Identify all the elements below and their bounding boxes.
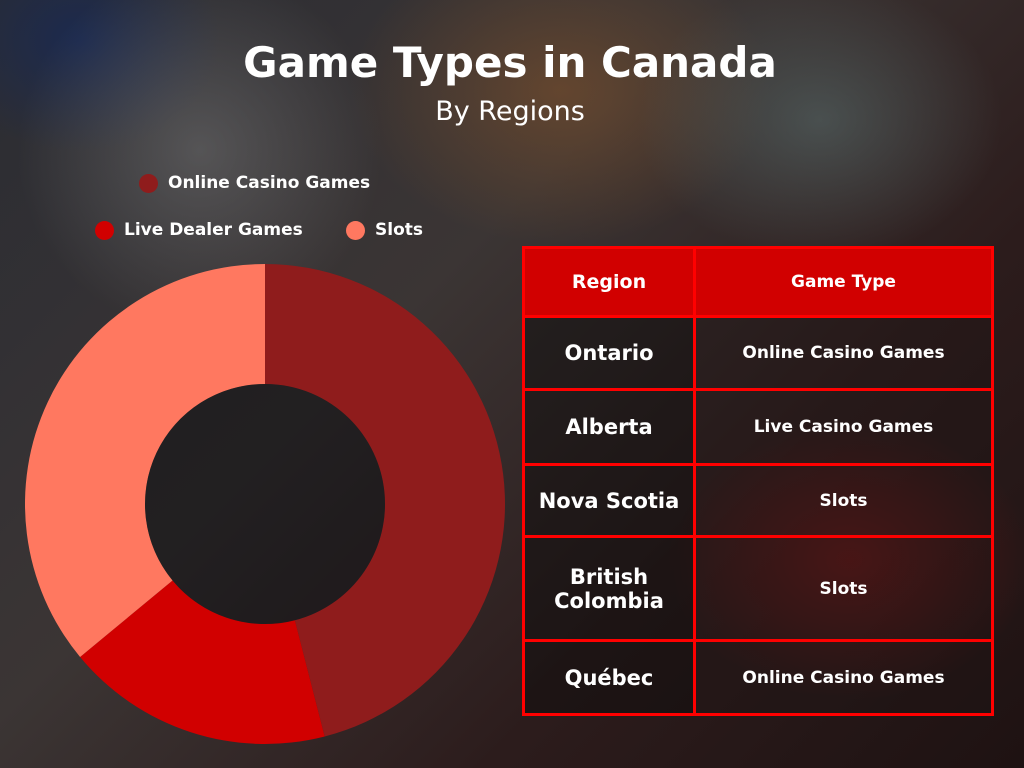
donut-slice-slots bbox=[24, 264, 266, 657]
donut-slice-online-casino-games bbox=[265, 264, 506, 737]
legend-swatch bbox=[95, 220, 114, 240]
table-row: Québec Online Casino Games bbox=[522, 639, 994, 716]
region-table: Region Game Type Ontario Online Casino G… bbox=[522, 246, 994, 716]
region-cell: Ontario bbox=[522, 315, 696, 391]
table-row: British Colombia Slots bbox=[522, 535, 994, 642]
game-type-cell: Slots bbox=[693, 535, 994, 642]
game-type-cell: Online Casino Games bbox=[693, 639, 994, 716]
legend-label: Slots bbox=[375, 220, 423, 240]
game-type-cell: Online Casino Games bbox=[693, 315, 994, 391]
region-cell: Alberta bbox=[522, 388, 696, 466]
legend-label: Online Casino Games bbox=[168, 173, 371, 193]
region-cell: Nova Scotia bbox=[522, 463, 696, 538]
table-row: Ontario Online Casino Games bbox=[522, 315, 994, 391]
region-cell: British Colombia bbox=[522, 535, 696, 642]
header-region: Region bbox=[522, 246, 696, 318]
legend-label: Live Dealer Games bbox=[124, 220, 303, 240]
chart-subtitle: By Regions bbox=[435, 96, 585, 127]
chart-title: Game Types in Canada bbox=[243, 38, 777, 87]
game-type-cell: Slots bbox=[693, 463, 994, 538]
legend-item-slots: Slots bbox=[346, 220, 423, 240]
legend-swatch bbox=[139, 173, 158, 193]
donut-slice-live-dealer-games bbox=[80, 580, 325, 744]
region-cell: Québec bbox=[522, 639, 696, 716]
game-type-cell: Live Casino Games bbox=[693, 388, 994, 466]
legend-item-online-casino: Online Casino Games bbox=[139, 173, 370, 193]
donut-hole bbox=[145, 384, 385, 624]
table-row: Alberta Live Casino Games bbox=[522, 388, 994, 466]
legend-swatch bbox=[346, 220, 365, 240]
table-row: Nova Scotia Slots bbox=[522, 463, 994, 538]
table-header-row: Region Game Type bbox=[522, 246, 994, 318]
header-game-type: Game Type bbox=[693, 246, 994, 318]
legend-item-live-dealer: Live Dealer Games bbox=[95, 220, 303, 240]
